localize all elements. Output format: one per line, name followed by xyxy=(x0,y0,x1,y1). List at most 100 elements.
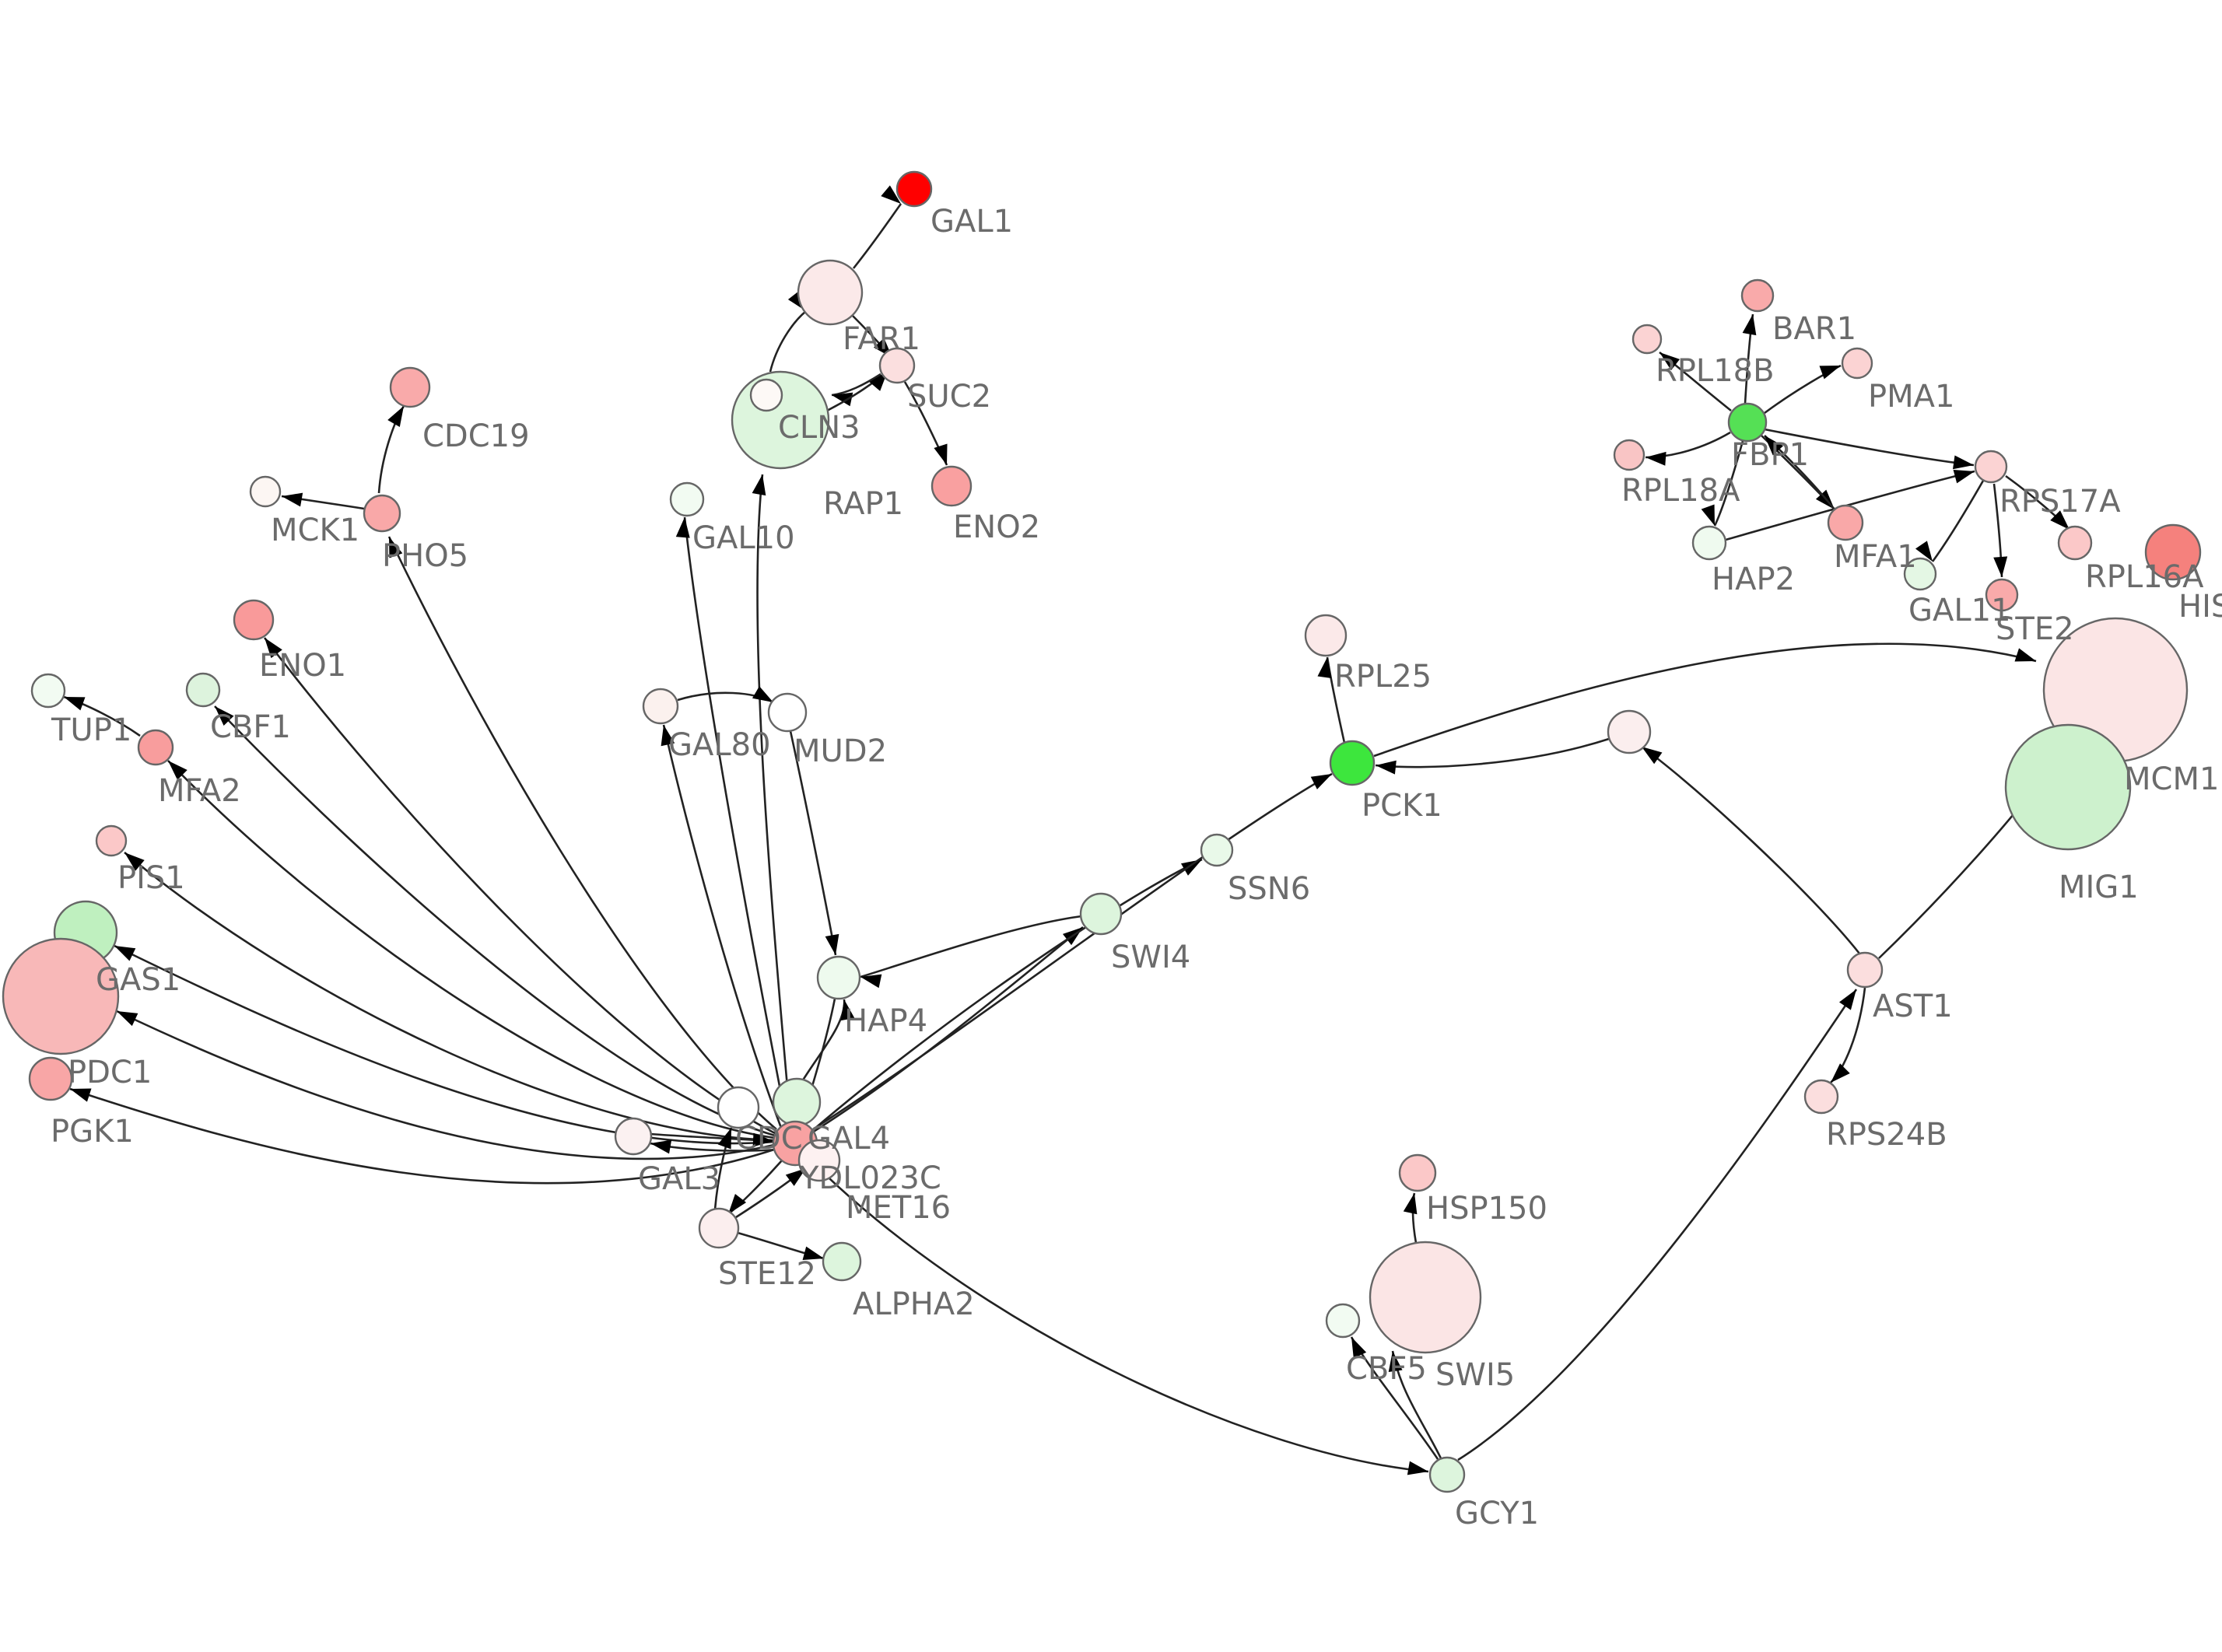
edge-arrowhead xyxy=(1765,436,1784,456)
edge xyxy=(124,852,776,1142)
edge-arrowhead xyxy=(1953,455,1974,470)
edge-arrowhead xyxy=(728,1193,747,1214)
node-cbf1[interactable] xyxy=(185,672,221,708)
node-mck1[interactable] xyxy=(249,475,282,508)
edge xyxy=(650,1139,778,1154)
edge-line xyxy=(1375,737,1610,768)
node-fbp1[interactable] xyxy=(1727,402,1768,443)
node-rap1[interactable] xyxy=(749,378,783,412)
edge-line xyxy=(1713,440,1744,527)
node-hap4[interactable] xyxy=(816,955,861,1000)
edge-arrowhead xyxy=(124,852,145,871)
node-label-his4: HIS4 xyxy=(2178,589,2222,625)
edge-arrowhead xyxy=(752,686,773,702)
node-mfa1[interactable] xyxy=(1827,504,1864,541)
edge-line xyxy=(815,772,1333,1129)
node-unk1[interactable] xyxy=(1607,709,1652,754)
node-mfa2[interactable] xyxy=(137,729,174,766)
node-swi4[interactable] xyxy=(1079,892,1123,936)
node-gal11[interactable] xyxy=(1903,557,1937,591)
node-label-cbf1: CBF1 xyxy=(210,709,291,745)
edge-arrowhead xyxy=(1376,760,1397,775)
node-pho5[interactable] xyxy=(363,494,401,533)
edge xyxy=(737,1231,825,1260)
node-rpl18a[interactable] xyxy=(1613,439,1645,471)
node-rpl18b[interactable] xyxy=(1631,324,1663,355)
edge-line xyxy=(769,310,807,373)
node-rpl25[interactable] xyxy=(1304,614,1348,657)
node-rps24b[interactable] xyxy=(1803,1079,1839,1115)
node-pis1[interactable] xyxy=(95,824,128,857)
edge xyxy=(852,185,902,269)
edge-line xyxy=(387,536,777,1130)
node-hap2[interactable] xyxy=(1691,525,1727,561)
edge-line xyxy=(69,1087,775,1185)
node-gal80[interactable] xyxy=(642,688,679,725)
edge-line xyxy=(1641,745,1861,954)
node-his4[interactable] xyxy=(2144,523,2202,581)
edge xyxy=(387,536,777,1130)
node-pma1[interactable] xyxy=(1841,347,1873,380)
edge xyxy=(214,705,776,1137)
node-ydl023c[interactable] xyxy=(797,1139,841,1182)
edge-arrowhead xyxy=(117,1011,138,1027)
node-cdc19[interactable] xyxy=(389,366,431,408)
node-eno2[interactable] xyxy=(931,465,973,507)
edge-line xyxy=(1373,642,2037,758)
node-gal1[interactable] xyxy=(895,170,933,208)
node-cdc[interactable] xyxy=(717,1086,760,1129)
node-suc2[interactable] xyxy=(878,347,916,384)
node-mig1[interactable] xyxy=(2004,723,2132,851)
node-label-cln3: CLN3 xyxy=(778,410,860,446)
node-cbf5[interactable] xyxy=(1325,1303,1361,1339)
edge xyxy=(1641,745,1861,954)
node-label-gas1: GAS1 xyxy=(96,962,180,998)
edge-arrowhead xyxy=(1819,366,1841,380)
node-gcy1[interactable] xyxy=(1428,1456,1466,1493)
edge xyxy=(116,1010,775,1160)
node-ste2[interactable] xyxy=(1985,578,2019,612)
node-ast1[interactable] xyxy=(1846,951,1884,989)
node-label-mud2: MUD2 xyxy=(794,733,887,769)
edge xyxy=(1375,737,1610,775)
node-tup1[interactable] xyxy=(30,673,66,709)
edge-arrowhead xyxy=(1701,504,1715,526)
edge xyxy=(1373,642,2037,758)
node-ste12[interactable] xyxy=(698,1207,740,1249)
edge-arrowhead xyxy=(752,474,766,496)
node-far1[interactable] xyxy=(797,259,864,326)
edge xyxy=(1350,1336,1439,1460)
node-label-mfa2: MFA2 xyxy=(158,773,241,809)
node-pdc1[interactable] xyxy=(2,937,120,1055)
node-gal3[interactable] xyxy=(614,1117,653,1156)
node-label-pdc1: PDC1 xyxy=(68,1055,152,1090)
edge xyxy=(789,730,839,956)
edge-line xyxy=(167,760,776,1139)
node-pgk1[interactable] xyxy=(28,1056,73,1101)
node-ssn6[interactable] xyxy=(1200,833,1234,867)
edge xyxy=(727,1160,783,1216)
node-label-pis1: PIS1 xyxy=(117,860,185,896)
node-met16[interactable] xyxy=(772,1077,822,1127)
edge xyxy=(1742,313,1757,404)
node-rpl16a[interactable] xyxy=(2057,525,2093,561)
edge-arrowhead xyxy=(64,697,86,711)
edge xyxy=(1992,483,2008,578)
node-bar1[interactable] xyxy=(1740,278,1775,313)
node-label-rpl18a: RPL18A xyxy=(1621,473,1740,509)
edge-line xyxy=(811,926,1084,1134)
node-gal10[interactable] xyxy=(669,481,705,517)
edge-arrowhead xyxy=(860,974,882,989)
edge xyxy=(69,1087,775,1185)
node-eno1[interactable] xyxy=(233,599,275,641)
node-alpha2[interactable] xyxy=(822,1241,862,1282)
node-rps17a[interactable] xyxy=(1974,450,2008,484)
edge xyxy=(675,516,788,1123)
node-label-gal4: GAL4 xyxy=(808,1121,890,1157)
node-hsp150[interactable] xyxy=(1398,1153,1437,1192)
node-label-ste12: STE12 xyxy=(718,1256,816,1292)
node-mud2[interactable] xyxy=(767,692,808,733)
node-pck1[interactable] xyxy=(1329,740,1376,786)
node-swi5[interactable] xyxy=(1369,1241,1482,1354)
